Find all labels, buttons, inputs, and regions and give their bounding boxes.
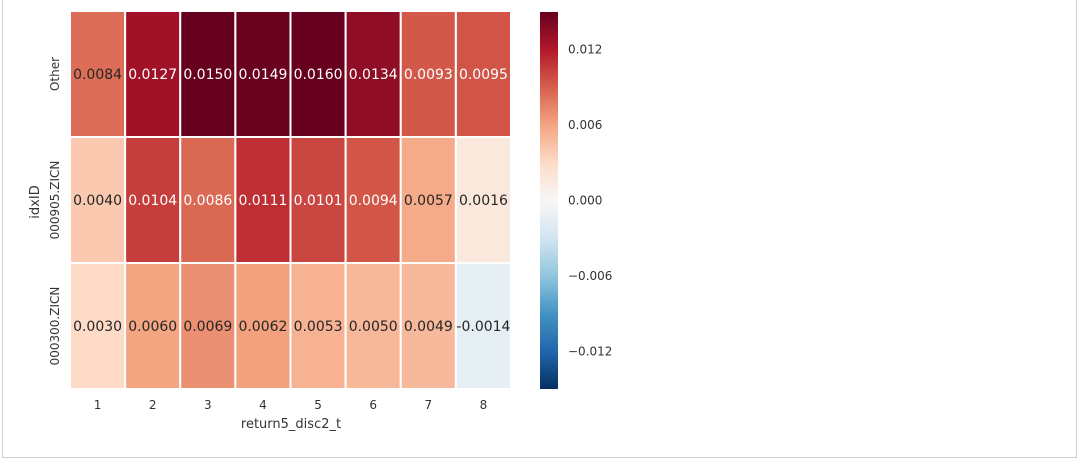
cell-value-label: 0.0095 <box>459 67 508 83</box>
colorbar-tick-label: 0.012 <box>568 43 602 57</box>
cell-value-label: 0.0150 <box>183 67 232 83</box>
colorbar-tick-label: 0.006 <box>568 118 602 132</box>
cell-value-label: 0.0040 <box>73 193 122 209</box>
heatmap-cell <box>454 136 512 264</box>
heatmap-cell <box>454 262 512 390</box>
cell-value-label: 0.0057 <box>404 193 453 209</box>
heatmap-cell <box>344 136 402 264</box>
heatmap-cell <box>234 10 292 138</box>
cell-value-label: 0.0086 <box>183 193 232 209</box>
cell-value-label: 0.0149 <box>238 67 287 83</box>
colorbar-tick-label: −0.012 <box>568 344 612 358</box>
heatmap-cell <box>124 136 182 264</box>
x-tick-label: 7 <box>424 398 432 412</box>
heatmap-cell <box>179 136 237 264</box>
cell-value-label: 0.0160 <box>294 67 343 83</box>
heatmap-cell <box>179 262 237 390</box>
cell-value-label: 0.0069 <box>183 319 232 335</box>
cell-value-label: -0.0014 <box>456 319 510 335</box>
heatmap-cell <box>344 262 402 390</box>
cell-value-label: 0.0049 <box>404 319 453 335</box>
cell-value-label: 0.0060 <box>128 319 177 335</box>
colorbar-tick-label: −0.006 <box>568 269 612 283</box>
cell-value-label: 0.0053 <box>294 319 343 335</box>
heatmap-cell <box>344 10 402 138</box>
cell-value-label: 0.0101 <box>294 193 343 209</box>
x-tick-label: 3 <box>204 398 212 412</box>
colorbar-gradient <box>540 12 558 389</box>
cell-value-label: 0.0104 <box>128 193 177 209</box>
heatmap-cell <box>454 10 512 138</box>
colorbar: 0.012 0.006 0.000 −0.006 −0.012 <box>540 12 612 389</box>
cell-value-label: 0.0062 <box>238 319 287 335</box>
cell-value-label: 0.0050 <box>349 319 398 335</box>
cell-value-label: 0.0030 <box>73 319 122 335</box>
x-tick-label: 1 <box>94 398 102 412</box>
y-tick-label: 000300.ZICN <box>48 287 62 366</box>
heatmap-cell <box>124 262 182 390</box>
y-tick-label: Other <box>48 57 62 91</box>
heatmap-cell <box>234 136 292 264</box>
cell-value-label: 0.0094 <box>349 193 398 209</box>
heatmap-cell <box>234 262 292 390</box>
heatmap-cells: 0.0084 0.0127 0.0150 0.0149 0.0160 0.0134 0.00… <box>69 10 512 390</box>
colorbar-tick-label: 0.000 <box>568 194 602 208</box>
heatmap-cell <box>179 10 237 138</box>
cell-value-label: 0.0127 <box>128 67 177 83</box>
heatmap-cell <box>69 10 127 138</box>
cell-value-label: 0.0134 <box>349 67 398 83</box>
x-tick-label: 4 <box>259 398 267 412</box>
cell-value-label: 0.0084 <box>73 67 122 83</box>
x-axis-label: return5_disc2_t <box>241 417 341 432</box>
axis-ticks: 1 2 3 4 5 6 7 8 Other 000905.ZICN 000300.ZICN <box>48 57 487 412</box>
cell-value-label: 0.0093 <box>404 67 453 83</box>
cell-value-label: 0.0016 <box>459 193 508 209</box>
cell-value-label: 0.0111 <box>238 193 287 209</box>
x-tick-label: 6 <box>369 398 377 412</box>
x-tick-label: 8 <box>480 398 488 412</box>
y-tick-label: 000905.ZICN <box>48 161 62 240</box>
x-tick-label: 5 <box>314 398 322 412</box>
y-axis-label: idxID <box>28 185 43 218</box>
heatmap-cell <box>69 136 127 264</box>
heatmap-cell <box>289 262 347 390</box>
x-tick-label: 2 <box>149 398 157 412</box>
